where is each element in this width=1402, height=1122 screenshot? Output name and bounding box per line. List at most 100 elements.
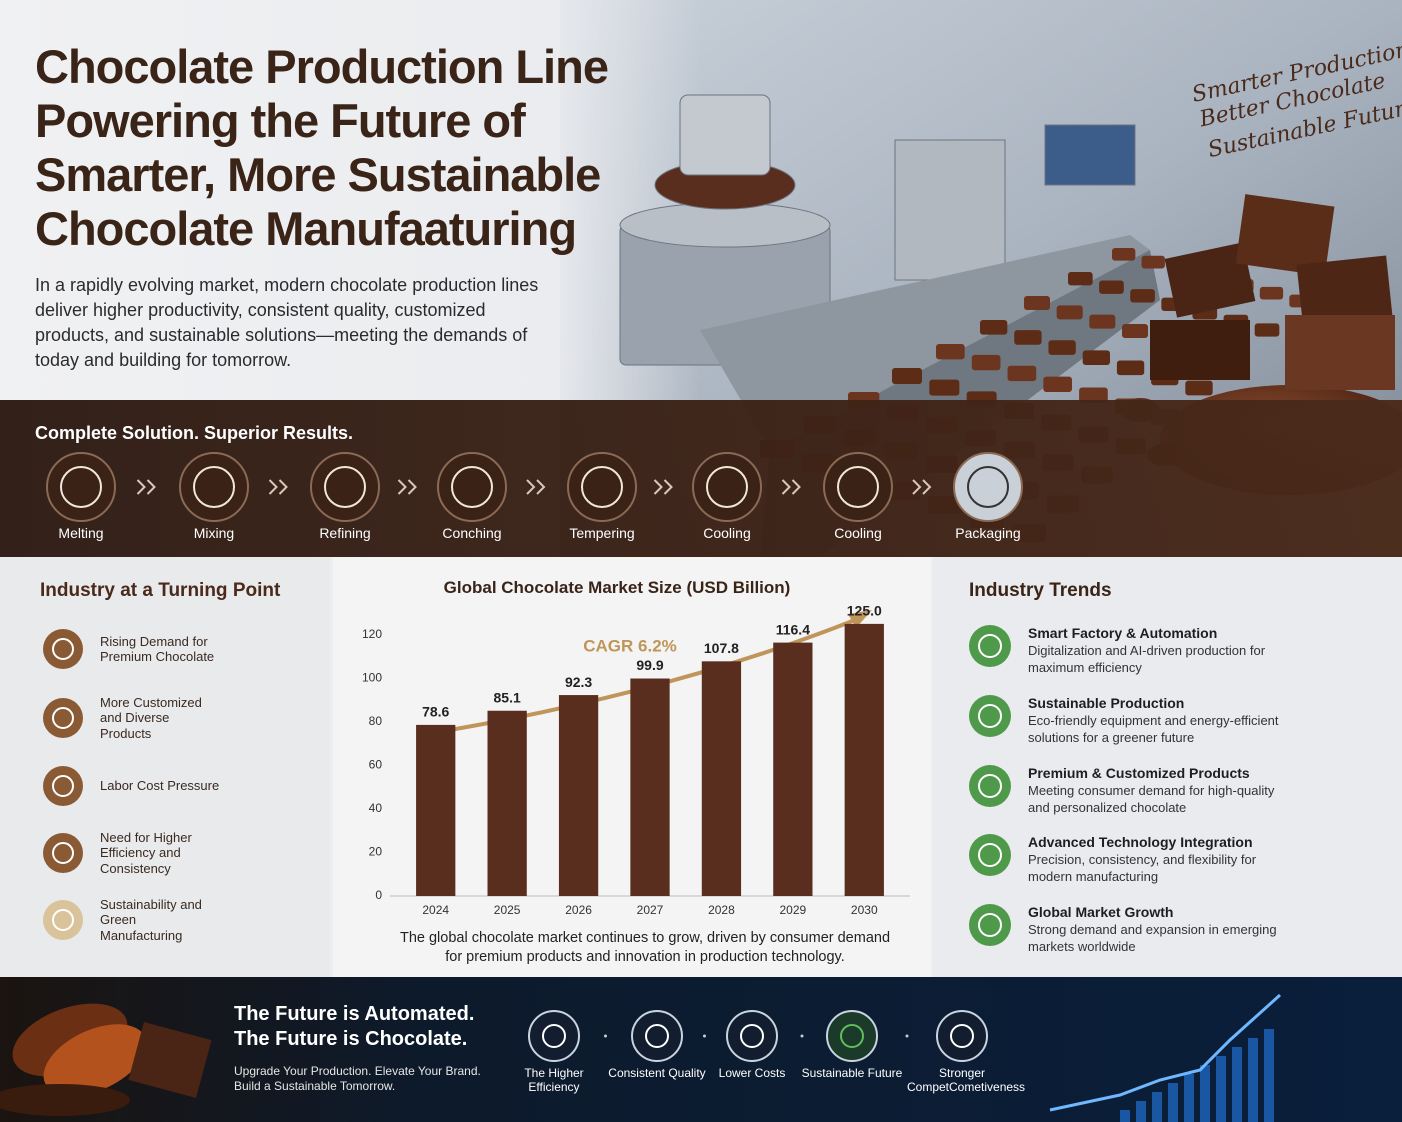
trend-icon-ring (978, 913, 1002, 937)
x-tick-label: 2030 (851, 903, 878, 917)
trend-icon (969, 834, 1011, 876)
benefit-icon-inner (840, 1024, 864, 1048)
item-icon-ring (52, 842, 74, 864)
separator-dot (604, 1034, 607, 1038)
benefit-label: Stronger CompetCometiveness (907, 1066, 1026, 1094)
benefit-icon-inner (950, 1024, 974, 1048)
y-tick-label: 60 (369, 758, 383, 772)
chocolate-piece (1130, 289, 1155, 303)
chocolate-piece (1254, 323, 1280, 337)
benefit-icon-inner (740, 1024, 764, 1048)
trend-title: Advanced Technology Integration (1028, 834, 1253, 850)
x-tick-label: 2029 (780, 903, 807, 917)
trend-icon (969, 765, 1011, 807)
bar (487, 710, 527, 896)
chocolate-piece (892, 368, 922, 384)
step-icon (692, 452, 762, 522)
growth-bar (1120, 1110, 1130, 1122)
chocolate-piece (980, 320, 1008, 335)
separator-dot (905, 1034, 909, 1038)
trend-description: Meeting consumer demand for high-quality… (1028, 783, 1275, 815)
benefit-icon (528, 1010, 580, 1062)
chocolate-piece (1082, 350, 1110, 365)
annotation: CAGR 6.2% (583, 636, 677, 655)
item-icon-ring (52, 707, 74, 729)
benefit-icon (936, 1010, 988, 1062)
machines (619, 94, 1136, 366)
intro: In a rapidly evolving market, modern cho… (35, 275, 539, 370)
chocolate-piece (1043, 376, 1072, 392)
item-icon (43, 833, 83, 873)
benefit-icon (826, 1010, 878, 1062)
chocolate-piece (1112, 248, 1136, 261)
chocolate-piece (936, 344, 965, 360)
trend-icon (969, 625, 1011, 667)
separator-dot (703, 1034, 706, 1038)
chocolate-piece (1259, 286, 1284, 300)
footer-headline: The Future is Chocolate. (234, 1028, 468, 1050)
trend-title: Smart Factory & Automation (1028, 625, 1218, 641)
growth-bar (1136, 1101, 1146, 1122)
step-label: Tempering (569, 525, 635, 541)
value-label: 85.1 (494, 689, 521, 705)
trend-icon-ring (978, 843, 1002, 867)
cocoa-image (0, 1003, 212, 1116)
chocolate-piece (1122, 324, 1148, 338)
trend-arrowhead (848, 610, 872, 628)
trend-icon-ring (978, 634, 1002, 658)
chocolate-piece (1185, 380, 1213, 396)
y-tick-label: 20 (369, 845, 383, 859)
item-icon (43, 629, 83, 669)
benefit-icon-inner (645, 1024, 669, 1048)
bar (416, 724, 456, 896)
step-icon-inner (581, 466, 623, 508)
step-icon-inner (60, 466, 102, 508)
step-icon (437, 452, 507, 522)
item-text: Sustainability and Green Manufacturing (100, 896, 202, 943)
step-icon-inner (706, 466, 748, 508)
value-label: 116.4 (776, 621, 810, 637)
item-icon (43, 766, 83, 806)
item-icon-ring (52, 775, 74, 797)
right-panel (933, 557, 1402, 977)
trend-icon (969, 695, 1011, 737)
step-icon-inner (451, 466, 493, 508)
y-tick-label: 0 (375, 888, 382, 902)
chocolate-piece (1116, 360, 1145, 376)
step-arrow (136, 479, 156, 495)
item-icon-ring (52, 909, 74, 931)
benefit-icon (726, 1010, 778, 1062)
step-icon (567, 452, 637, 522)
step-arrow (268, 479, 288, 495)
benefit-label: Consistent Quality (608, 1066, 706, 1080)
x-tick-label: 2027 (637, 903, 664, 917)
step-arrow (526, 479, 546, 495)
step-label: Conching (442, 525, 502, 541)
growth-bar (1152, 1092, 1162, 1122)
trend-description: Eco-friendly equipment and energy-effici… (1028, 713, 1279, 745)
item-icon (43, 698, 83, 738)
value-label: 92.3 (565, 674, 592, 690)
footer-subline: Upgrade Your Production. Elevate Your Br… (234, 1064, 481, 1078)
step-arrow (653, 479, 673, 495)
x-tick-label: 2026 (565, 903, 592, 917)
x-tick-label: 2025 (494, 903, 521, 917)
separator-dot (800, 1034, 804, 1038)
step-icon (823, 452, 893, 522)
process-heading: Complete Solution. Superior Results. (35, 423, 354, 443)
item-icon (43, 900, 83, 940)
value-label: 99.9 (636, 657, 663, 673)
step-icon (46, 452, 116, 522)
chocolate-piece (1068, 272, 1093, 286)
trend-icon (969, 904, 1011, 946)
growth-bar (1248, 1038, 1258, 1122)
growth-bar (1184, 1074, 1194, 1122)
bar-chart: 0 20 40 60 80 100 120 CAGR 6.2% 78.6 2024 85.1 2025… (362, 603, 910, 917)
step-label: Packaging (955, 525, 1021, 541)
chocolate-piece (1024, 296, 1050, 310)
step-label: Cooling (703, 525, 751, 541)
section-heading: Industry at a Turning Point (40, 580, 281, 601)
item-text: Rising Demand for Premium Chocolate (100, 633, 215, 665)
chart-title: Global Chocolate Market Size (USD Billio… (443, 578, 791, 597)
bar (844, 623, 884, 896)
